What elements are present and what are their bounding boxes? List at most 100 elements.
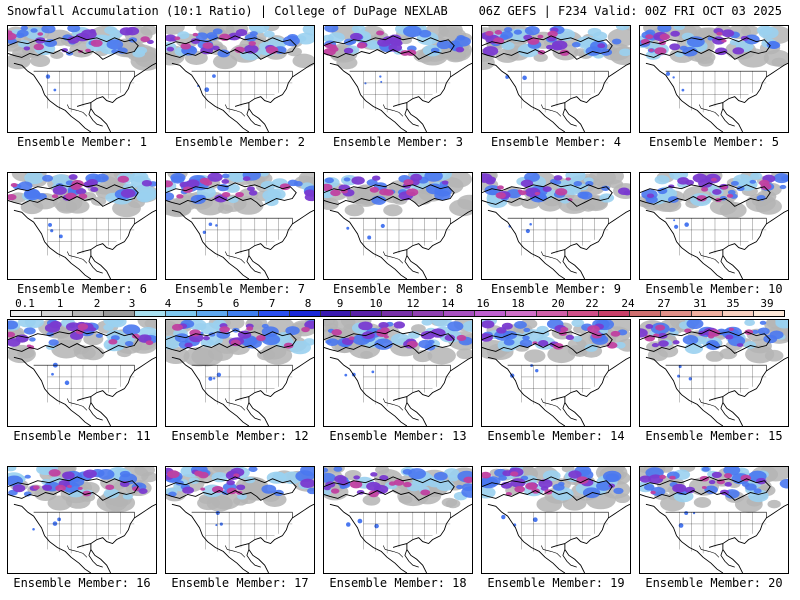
snowfall-area [657, 187, 668, 195]
snowfall-area [529, 222, 532, 226]
snowfall-area [741, 482, 750, 487]
snowfall-area [263, 30, 275, 38]
snowfall-area [78, 193, 88, 200]
snowfall-area [500, 31, 513, 39]
map-outline [363, 365, 451, 407]
chart-title: Snowfall Accumulation (10:1 Ratio) | Col… [7, 4, 448, 18]
snowfall-area [174, 36, 181, 41]
ensemble-map-panel [165, 25, 315, 133]
snowfall-area [461, 483, 472, 492]
snowfall-area [68, 174, 78, 180]
snowfall-area [615, 341, 626, 349]
colorbar-tick-label: 4 [164, 297, 172, 310]
snowfall-area [48, 339, 59, 346]
snowfall-area [670, 30, 680, 37]
snowfall-area [266, 471, 287, 484]
snowfall-area [20, 199, 44, 215]
colorbar-swatch [568, 311, 600, 316]
snowfall-area [49, 320, 62, 329]
snowfall-area [33, 485, 40, 490]
ensemble-member-label: Ensemble Member: 5 [648, 135, 780, 149]
colorbar-swatch [661, 311, 692, 316]
map-outline [349, 511, 451, 558]
map-outline [562, 255, 577, 274]
snowfall-area [779, 478, 788, 489]
colorbar-swatch [537, 311, 569, 316]
colorbar-swatch [506, 311, 538, 316]
snowfall-map [8, 467, 156, 573]
snowfall-area [585, 46, 601, 56]
snowfall-area [23, 491, 32, 497]
snowfall-area [362, 494, 381, 506]
snowfall-area [30, 54, 51, 68]
colorbar-tick-label: 18 [511, 297, 525, 310]
colorbar-strip [10, 310, 785, 317]
snowfall-area [393, 321, 406, 329]
colorbar-swatch [351, 311, 383, 316]
ensemble-map-panel [481, 319, 631, 427]
snowfall-area [379, 75, 382, 78]
snowfall-area [503, 338, 515, 346]
snowfall-area [219, 522, 223, 526]
colorbar-tick-label: 2 [93, 297, 101, 310]
snowfall-area [137, 320, 156, 330]
map-outline [645, 209, 788, 279]
snowfall-area [757, 327, 770, 336]
snowfall-area [519, 339, 533, 347]
snowfall-area [57, 517, 61, 522]
snowfall-area [248, 190, 258, 196]
snowfall-area [651, 342, 659, 348]
snowfall-area [688, 377, 692, 381]
map-outline [171, 503, 314, 573]
snowfall-colorbar: 0.1 1 2 3 4 5 6 7 8 9 10 12 14 16 18 20 22 24 27 31 35 39 [5, 298, 785, 318]
snowfall-area [449, 199, 472, 217]
snowfall-area [346, 226, 350, 230]
snowfall-area [736, 343, 744, 347]
snowfall-area [8, 194, 17, 201]
snowfall-area [587, 27, 602, 37]
snowfall-area [659, 474, 666, 480]
snowfall-area [496, 185, 504, 190]
snowfall-area [567, 198, 573, 202]
snowfall-area [219, 326, 230, 333]
snowfall-area [248, 467, 258, 473]
map-outline [487, 503, 630, 573]
colorbar-swatch [11, 311, 42, 316]
snowfall-area [587, 325, 600, 334]
snowfall-area [696, 195, 707, 202]
colorbar-swatch [258, 311, 290, 316]
snowfall-map [482, 26, 630, 132]
snowfall-area [235, 476, 267, 497]
snowfall-area [726, 193, 734, 198]
snowfall-area [684, 486, 696, 494]
snowfall-area [513, 29, 523, 35]
snowfall-area [496, 327, 507, 334]
snowfall-map [166, 173, 314, 279]
snowfall-area [103, 488, 120, 499]
snowfall-area [645, 29, 656, 36]
snowfall-area [380, 223, 385, 228]
snowfall-area [596, 481, 612, 491]
snowfall-area [8, 338, 21, 347]
snowfall-area [665, 71, 671, 76]
snowfall-area [715, 47, 728, 56]
snowfall-area [597, 43, 606, 49]
ensemble-map-panel [7, 25, 157, 133]
snowfall-area [485, 30, 494, 36]
snowfall-area [351, 176, 365, 185]
ensemble-member-label: Ensemble Member: 11 [13, 429, 151, 443]
snowfall-area [37, 32, 44, 36]
colorbar-swatch [753, 311, 784, 316]
snowfall-area [736, 186, 745, 192]
snowfall-area [367, 235, 372, 240]
snowfall-area [285, 326, 300, 336]
snowfall-area [672, 76, 675, 79]
snowfall-area [200, 487, 206, 491]
colorbar-tick-label: 35 [726, 297, 740, 310]
snowfall-area [659, 33, 670, 41]
colorbar-swatch [134, 311, 166, 316]
colorbar-tick-label: 0.1 [15, 297, 35, 310]
snowfall-area [103, 324, 114, 331]
map-outline [521, 365, 609, 407]
snowfall-area [494, 30, 503, 35]
